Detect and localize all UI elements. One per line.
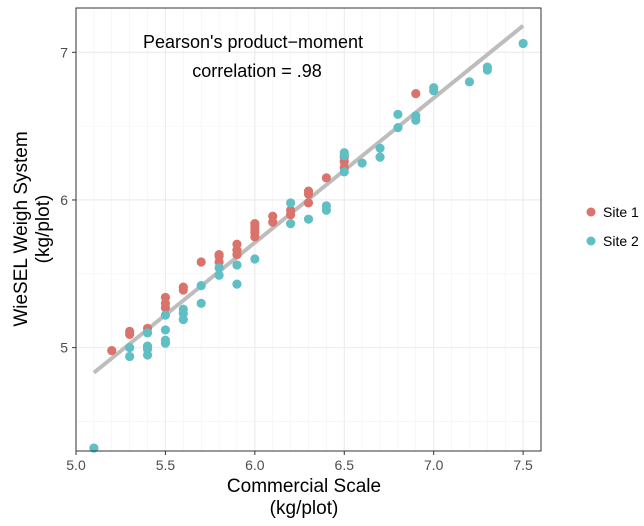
data-point bbox=[196, 257, 206, 267]
data-points bbox=[89, 38, 528, 453]
data-point bbox=[393, 109, 403, 119]
data-point bbox=[142, 341, 153, 351]
data-point bbox=[411, 89, 421, 99]
plot-panel-border bbox=[75, 7, 542, 452]
series-site-2 bbox=[89, 38, 528, 453]
legend-label-site-1: Site 1 bbox=[603, 204, 639, 220]
data-point bbox=[411, 111, 421, 121]
x-tick-label: 7.0 bbox=[424, 457, 444, 473]
data-point bbox=[178, 304, 188, 314]
y-tick-label: 5 bbox=[60, 340, 68, 356]
data-point bbox=[518, 38, 528, 49]
data-point bbox=[303, 198, 314, 208]
data-point bbox=[142, 328, 153, 338]
data-point bbox=[232, 239, 242, 249]
data-point bbox=[89, 443, 99, 453]
data-point bbox=[125, 326, 135, 336]
data-point bbox=[160, 292, 171, 303]
x-tick-label: 7.5 bbox=[513, 457, 533, 473]
data-point bbox=[286, 198, 296, 208]
data-point bbox=[482, 62, 492, 72]
x-axis-ticks: 5.0 5.5 6.0 6.5 7.0 7.5 bbox=[66, 451, 533, 473]
data-point bbox=[393, 123, 403, 133]
data-point bbox=[250, 254, 260, 264]
data-point bbox=[321, 201, 331, 211]
data-point bbox=[214, 250, 224, 260]
data-point bbox=[250, 218, 260, 229]
data-point bbox=[303, 214, 314, 224]
data-point bbox=[339, 148, 349, 158]
y-axis-title-line-1: WieSEL Weigh System bbox=[11, 131, 32, 326]
data-point bbox=[286, 218, 296, 229]
x-axis-title-line-2: (kg/plot) bbox=[270, 498, 339, 519]
data-point bbox=[232, 279, 242, 289]
y-axis-title-line-2: (kg/plot) bbox=[33, 195, 54, 264]
data-point bbox=[268, 211, 278, 221]
legend: Site 1 Site 2 bbox=[586, 204, 639, 249]
x-tick-label: 6.0 bbox=[245, 457, 265, 473]
data-point bbox=[375, 143, 385, 153]
annotation-line-2: correlation = .98 bbox=[192, 61, 322, 81]
data-point bbox=[286, 205, 296, 215]
data-point bbox=[357, 158, 367, 168]
data-point bbox=[339, 167, 349, 177]
data-point bbox=[464, 77, 475, 87]
data-point bbox=[107, 345, 117, 356]
y-tick-label: 7 bbox=[60, 44, 68, 60]
x-tick-label: 5.5 bbox=[156, 457, 176, 473]
data-point bbox=[196, 281, 206, 291]
data-point bbox=[232, 260, 242, 270]
legend-label-site-2: Site 2 bbox=[603, 233, 639, 249]
data-point bbox=[214, 270, 224, 280]
y-axis-ticks: 5 6 7 bbox=[60, 44, 76, 356]
data-point bbox=[429, 83, 439, 93]
annotation-line-1: Pearson's product−moment bbox=[143, 32, 363, 52]
data-point bbox=[160, 310, 171, 320]
legend-key-site-1 bbox=[586, 207, 596, 217]
x-tick-label: 6.5 bbox=[335, 457, 355, 473]
series-site-1 bbox=[107, 89, 421, 356]
data-point bbox=[303, 186, 314, 196]
legend-key-site-2 bbox=[586, 236, 596, 246]
data-point bbox=[196, 298, 206, 308]
data-point bbox=[125, 351, 135, 362]
data-point bbox=[160, 325, 171, 335]
data-point bbox=[178, 282, 188, 292]
data-point bbox=[160, 335, 171, 345]
data-point bbox=[321, 173, 331, 183]
data-point bbox=[125, 343, 135, 353]
data-point bbox=[214, 263, 224, 273]
data-point bbox=[375, 152, 385, 162]
x-tick-label: 5.0 bbox=[66, 457, 86, 473]
y-tick-label: 6 bbox=[60, 192, 68, 208]
x-axis-title-line-1: Commercial Scale bbox=[227, 476, 381, 497]
